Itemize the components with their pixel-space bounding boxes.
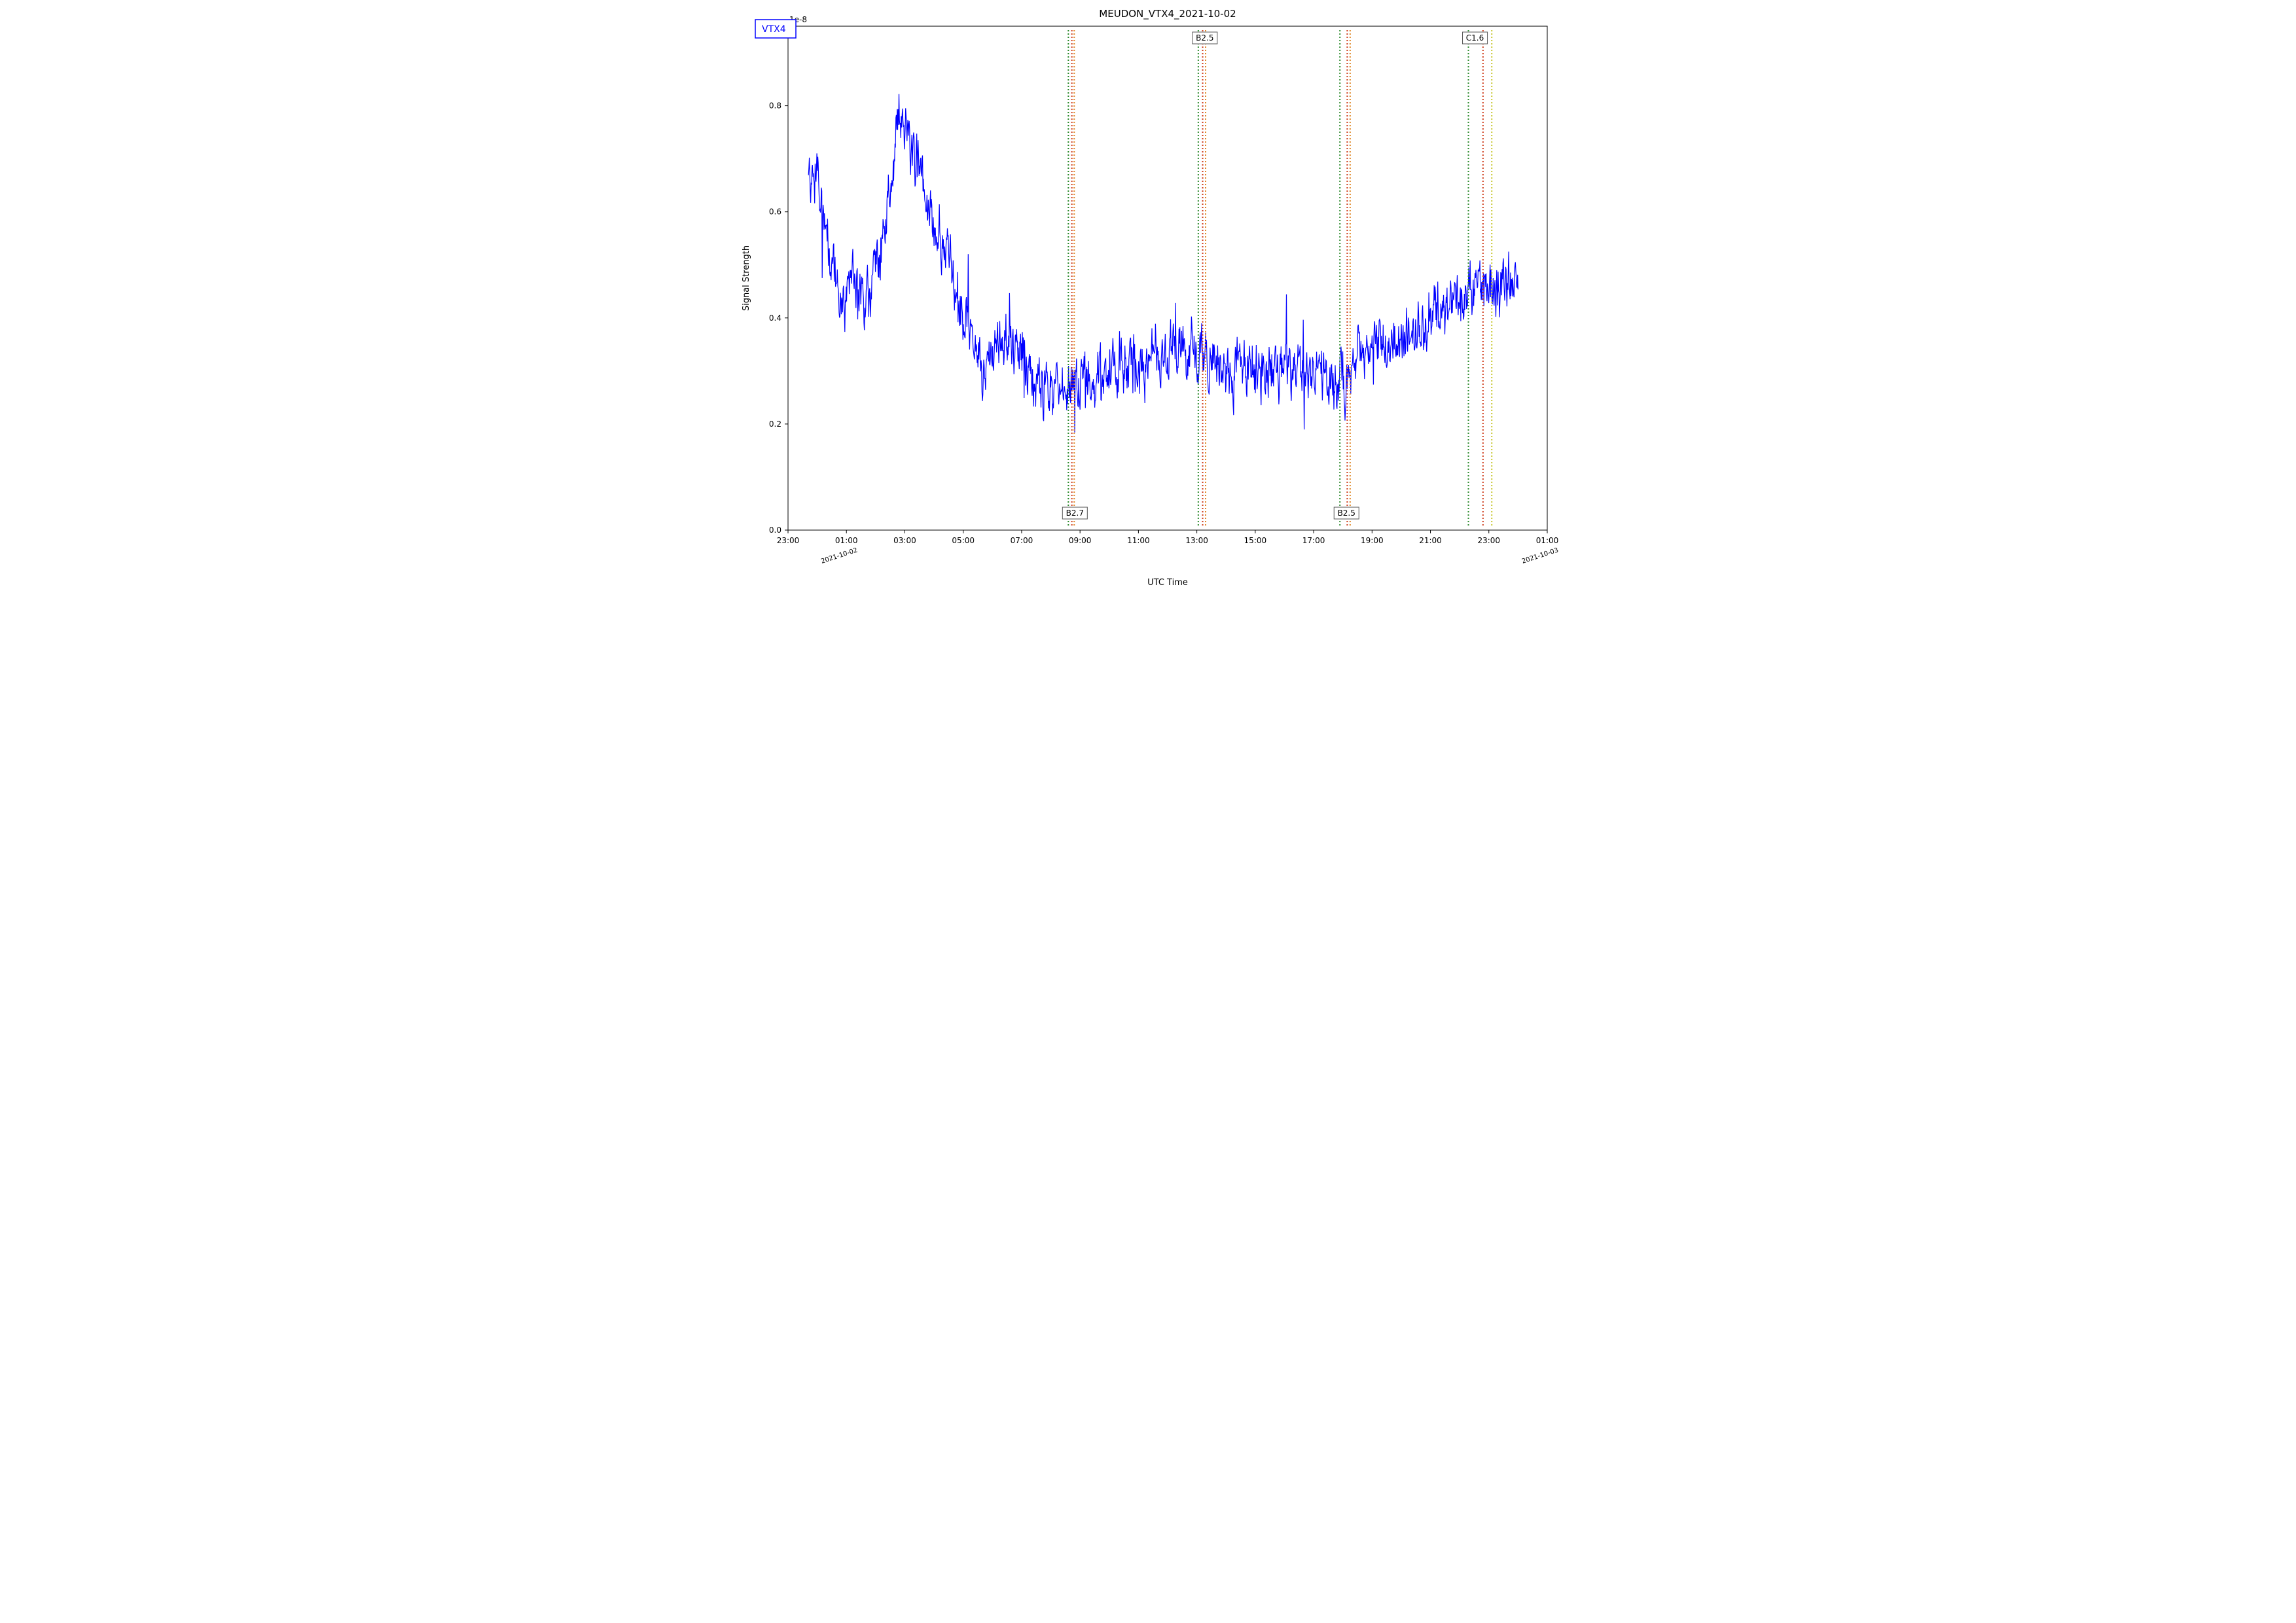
y-tick-label: 0.2	[769, 419, 781, 429]
x-tick-label: 01:00	[835, 536, 858, 545]
x-tick-label: 11:00	[1127, 536, 1150, 545]
x-tick-label: 13:00	[1185, 536, 1208, 545]
y-tick-label: 0.8	[769, 101, 781, 111]
x-tick-label: 17:00	[1302, 536, 1325, 545]
x-tick-label: 15:00	[1244, 536, 1267, 545]
x-tick-label: 23:00	[1477, 536, 1500, 545]
y-tick-label: 0.4	[769, 313, 781, 323]
x-tick-label: 05:00	[952, 536, 975, 545]
y-tick-label: 0.6	[769, 207, 781, 217]
x-tick-label: 21:00	[1419, 536, 1442, 545]
event-label: B2.7	[1066, 508, 1084, 518]
event-label: B2.5	[1338, 508, 1355, 518]
chart-title: MEUDON_VTX4_2021-10-02	[1099, 8, 1236, 20]
legend-label: VTX4	[762, 24, 786, 35]
x-tick-label: 03:00	[893, 536, 916, 545]
x-axis-label: UTC Time	[1147, 578, 1188, 588]
x-tick-label: 19:00	[1361, 536, 1384, 545]
event-label: B2.5	[1196, 33, 1213, 43]
y-axis-label: Signal Strength	[742, 245, 751, 311]
x-tick-label: 23:00	[777, 536, 800, 545]
y-tick-label: 0.0	[769, 526, 781, 535]
x-tick-label: 01:00	[1536, 536, 1559, 545]
chart-figure: MEUDON_VTX4_2021-10-021e-80.00.20.40.60.…	[736, 0, 1560, 589]
event-label: C1.6	[1466, 33, 1484, 43]
x-tick-label: 07:00	[1011, 536, 1033, 545]
x-tick-label: 09:00	[1069, 536, 1092, 545]
